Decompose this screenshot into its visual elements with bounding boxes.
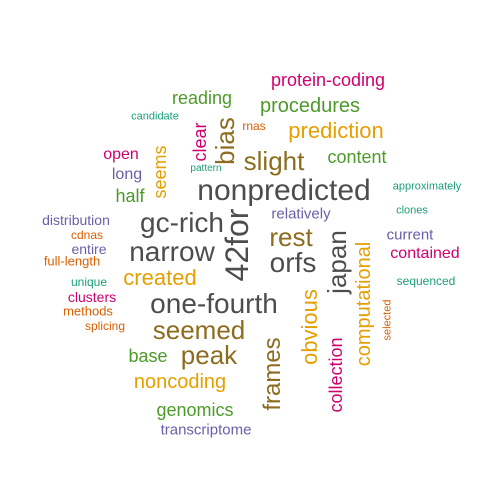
word-sequenced: sequenced <box>396 274 456 288</box>
word-reading: reading <box>171 88 233 108</box>
word-rnas: rnas <box>242 119 266 133</box>
word-created: created <box>123 265 197 290</box>
word-half: half <box>115 186 145 206</box>
word-rest: rest <box>269 222 313 252</box>
word-computational: computational <box>353 241 375 367</box>
word-frames: frames <box>259 337 286 411</box>
word-approximately: approximately <box>392 180 462 193</box>
word-unique: unique <box>70 275 108 289</box>
word-clones: clones <box>396 204 428 217</box>
word-clear: clear <box>190 122 210 162</box>
word-protein-coding: protein-coding <box>270 70 386 90</box>
word-base: base <box>128 346 168 366</box>
word-japan: japan <box>322 230 352 294</box>
word-slight: slight <box>243 146 305 176</box>
word-full-length: full-length <box>43 253 101 269</box>
word-entire: entire <box>71 241 107 257</box>
word-orfs: orfs <box>269 247 317 278</box>
word-cdnas: cdnas <box>70 228 104 242</box>
word-42for: 42for <box>219 208 255 282</box>
word-selected: selected <box>381 299 394 341</box>
word-open: open <box>103 146 139 163</box>
word-peak: peak <box>180 340 238 370</box>
word-pattern: pattern <box>190 163 222 174</box>
word-bias: bias <box>210 117 240 165</box>
word-distribution: distribution <box>42 212 110 228</box>
word-transcriptome: transcriptome <box>160 421 252 439</box>
word-one-fourth: one-fourth <box>150 288 278 319</box>
word-current: current <box>386 226 434 244</box>
word-content: content <box>327 147 387 167</box>
word-seemed: seemed <box>152 315 246 345</box>
word-gc-rich: gc-rich <box>139 207 225 238</box>
word-relatively: relatively <box>271 205 331 223</box>
word-noncoding: noncoding <box>133 371 227 393</box>
word-splicing: splicing <box>84 319 126 333</box>
word-prediction: prediction <box>288 118 384 143</box>
word-clusters: clusters <box>67 289 117 305</box>
word-obvious: obvious <box>297 289 322 365</box>
word-collection: collection <box>326 337 346 413</box>
word-nonpredicted: nonpredicted <box>197 174 371 207</box>
word-long: long <box>111 166 143 183</box>
word-contained: contained <box>390 245 460 262</box>
word-methods: methods <box>63 303 113 319</box>
word-procedures: procedures <box>259 95 361 117</box>
word-genomics: genomics <box>156 400 234 420</box>
word-seems: seems <box>150 145 170 199</box>
word-candidate: candidate <box>131 110 179 123</box>
word-narrow: narrow <box>129 236 215 267</box>
